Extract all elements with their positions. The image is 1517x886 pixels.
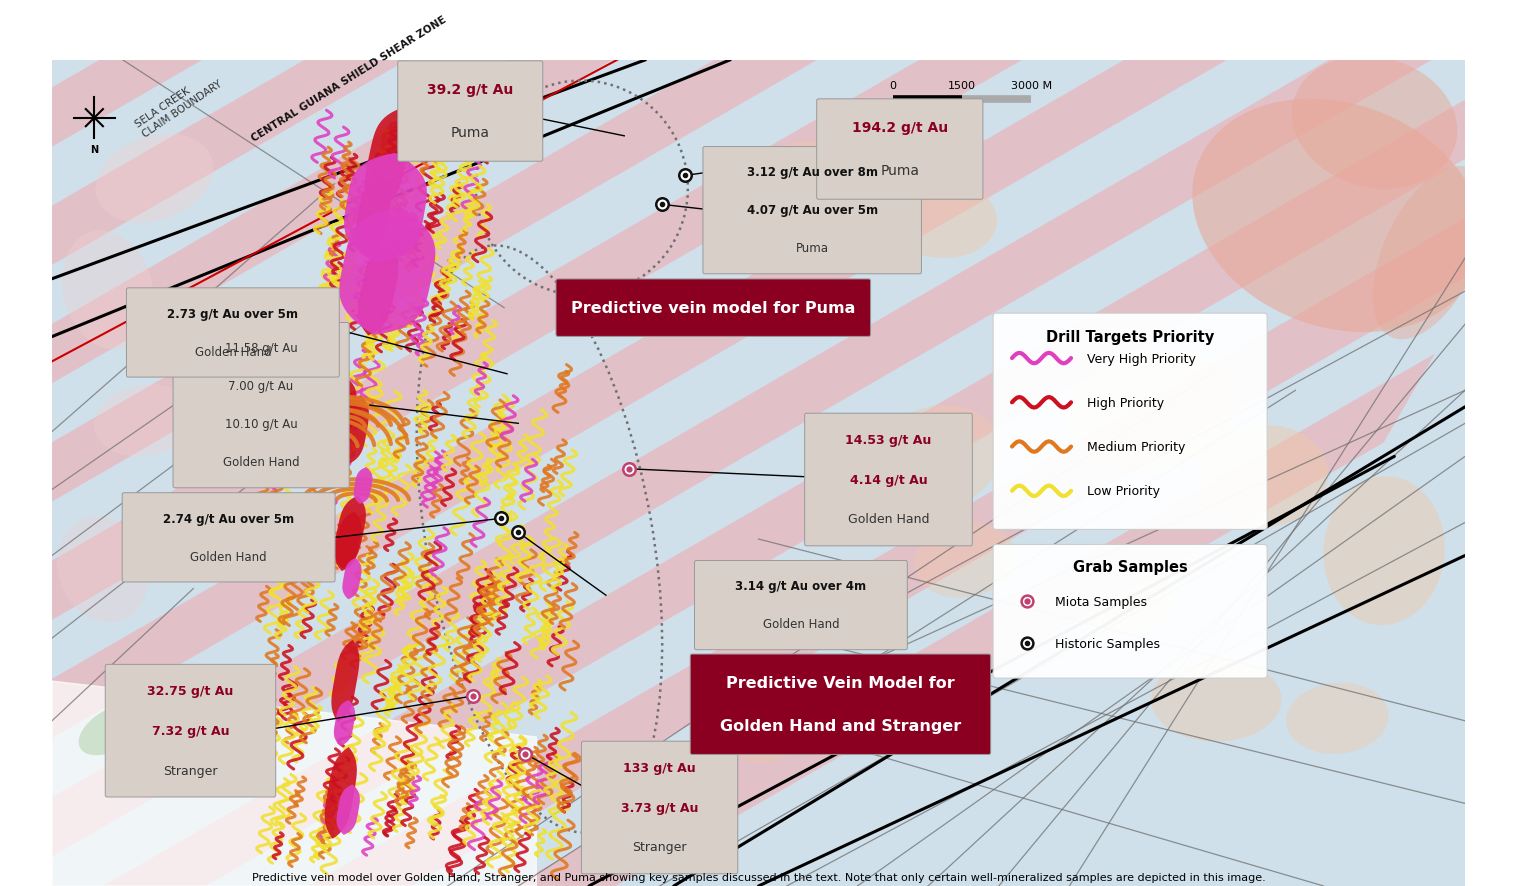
Text: N: N bbox=[91, 144, 99, 154]
Polygon shape bbox=[0, 354, 1435, 886]
Polygon shape bbox=[334, 700, 355, 746]
Text: Low Priority: Low Priority bbox=[1088, 485, 1161, 498]
Polygon shape bbox=[0, 177, 1517, 886]
Polygon shape bbox=[0, 354, 1435, 886]
Polygon shape bbox=[62, 231, 153, 350]
Text: CENTRAL GUIANA SHIELD SHEAR ZONE: CENTRAL GUIANA SHIELD SHEAR ZONE bbox=[250, 14, 448, 144]
Text: Stranger: Stranger bbox=[164, 764, 218, 777]
Text: 3.12 g/t Au over 8m: 3.12 g/t Au over 8m bbox=[746, 167, 878, 179]
Text: Very High Priority: Very High Priority bbox=[1088, 352, 1195, 365]
Polygon shape bbox=[96, 135, 212, 223]
Text: Puma: Puma bbox=[451, 126, 490, 140]
Polygon shape bbox=[1198, 425, 1327, 528]
Text: 7.00 g/t Au: 7.00 g/t Au bbox=[229, 380, 294, 393]
Text: 4.07 g/t Au over 5m: 4.07 g/t Au over 5m bbox=[746, 205, 878, 217]
Polygon shape bbox=[325, 747, 356, 839]
Text: Golden Hand: Golden Hand bbox=[223, 456, 299, 469]
Polygon shape bbox=[344, 153, 426, 264]
Polygon shape bbox=[0, 0, 1517, 709]
Text: 2.74 g/t Au over 5m: 2.74 g/t Au over 5m bbox=[162, 512, 294, 525]
Text: Golden Hand: Golden Hand bbox=[194, 346, 272, 358]
Text: 3.14 g/t Au over 4m: 3.14 g/t Au over 4m bbox=[736, 579, 866, 593]
Polygon shape bbox=[366, 110, 410, 210]
FancyBboxPatch shape bbox=[816, 100, 983, 200]
Polygon shape bbox=[1192, 99, 1482, 333]
Polygon shape bbox=[913, 523, 1016, 598]
Polygon shape bbox=[340, 396, 369, 464]
Text: 32.75 g/t Au: 32.75 g/t Au bbox=[147, 685, 234, 697]
FancyBboxPatch shape bbox=[994, 545, 1267, 679]
Polygon shape bbox=[356, 175, 391, 257]
Polygon shape bbox=[0, 0, 1517, 709]
Text: Medium Priority: Medium Priority bbox=[1088, 440, 1186, 454]
Polygon shape bbox=[1073, 560, 1174, 634]
Text: Golden Hand: Golden Hand bbox=[763, 618, 839, 631]
Polygon shape bbox=[331, 640, 360, 723]
FancyBboxPatch shape bbox=[690, 654, 991, 755]
Text: 1500: 1500 bbox=[948, 81, 975, 91]
Text: 0: 0 bbox=[889, 81, 897, 91]
Polygon shape bbox=[766, 143, 866, 215]
Text: Predictive vein model over Golden Hand, Stranger, and Puma showing key samples d: Predictive vein model over Golden Hand, … bbox=[252, 872, 1265, 882]
Polygon shape bbox=[1323, 477, 1444, 626]
Text: Miota Samples: Miota Samples bbox=[1054, 595, 1147, 608]
Polygon shape bbox=[0, 0, 1517, 532]
Polygon shape bbox=[335, 512, 361, 571]
Polygon shape bbox=[0, 0, 1517, 354]
Polygon shape bbox=[52, 681, 537, 886]
Text: Predictive Vein Model for: Predictive Vein Model for bbox=[727, 675, 954, 690]
Polygon shape bbox=[0, 0, 1517, 532]
Polygon shape bbox=[821, 667, 904, 733]
Text: Golden Hand and Stranger: Golden Hand and Stranger bbox=[721, 719, 962, 734]
Polygon shape bbox=[1373, 167, 1488, 340]
Text: Historic Samples: Historic Samples bbox=[1054, 637, 1161, 650]
Polygon shape bbox=[94, 385, 196, 456]
Text: 4.14 g/t Au: 4.14 g/t Au bbox=[850, 473, 927, 486]
Text: 10.10 g/t Au: 10.10 g/t Au bbox=[225, 418, 297, 431]
Polygon shape bbox=[1286, 683, 1388, 754]
Polygon shape bbox=[58, 517, 149, 623]
FancyBboxPatch shape bbox=[994, 314, 1267, 530]
Text: Golden Hand: Golden Hand bbox=[190, 550, 267, 563]
Text: Grab Samples: Grab Samples bbox=[1073, 559, 1188, 574]
Polygon shape bbox=[337, 784, 360, 835]
Text: Puma: Puma bbox=[880, 164, 919, 178]
FancyBboxPatch shape bbox=[804, 414, 972, 546]
Text: 39.2 g/t Au: 39.2 g/t Au bbox=[428, 83, 513, 97]
Polygon shape bbox=[0, 0, 1517, 176]
FancyBboxPatch shape bbox=[557, 280, 871, 337]
FancyBboxPatch shape bbox=[126, 289, 340, 377]
Text: 133 g/t Au: 133 g/t Au bbox=[623, 761, 696, 774]
Polygon shape bbox=[329, 379, 356, 444]
Text: Predictive vein model for Puma: Predictive vein model for Puma bbox=[570, 300, 856, 315]
Text: 2.73 g/t Au over 5m: 2.73 g/t Au over 5m bbox=[167, 307, 299, 321]
Text: Drill Targets Priority: Drill Targets Priority bbox=[1047, 330, 1214, 346]
Text: 194.2 g/t Au: 194.2 g/t Au bbox=[851, 121, 948, 136]
Polygon shape bbox=[722, 711, 796, 763]
FancyBboxPatch shape bbox=[105, 664, 276, 797]
Text: Puma: Puma bbox=[796, 242, 828, 255]
Polygon shape bbox=[0, 177, 1517, 886]
Polygon shape bbox=[343, 558, 361, 600]
Text: 11.58 g/t Au: 11.58 g/t Au bbox=[225, 342, 297, 355]
FancyBboxPatch shape bbox=[173, 323, 349, 488]
Text: 3000 M: 3000 M bbox=[1010, 81, 1051, 91]
Polygon shape bbox=[340, 208, 435, 336]
FancyBboxPatch shape bbox=[702, 147, 921, 275]
Text: SELA CREEK
CLAIM BOUNDARY: SELA CREEK CLAIM BOUNDARY bbox=[133, 69, 225, 139]
Text: Golden Hand: Golden Hand bbox=[848, 513, 930, 526]
Polygon shape bbox=[353, 468, 373, 504]
FancyBboxPatch shape bbox=[695, 561, 907, 650]
Text: 7.32 g/t Au: 7.32 g/t Au bbox=[152, 724, 229, 737]
